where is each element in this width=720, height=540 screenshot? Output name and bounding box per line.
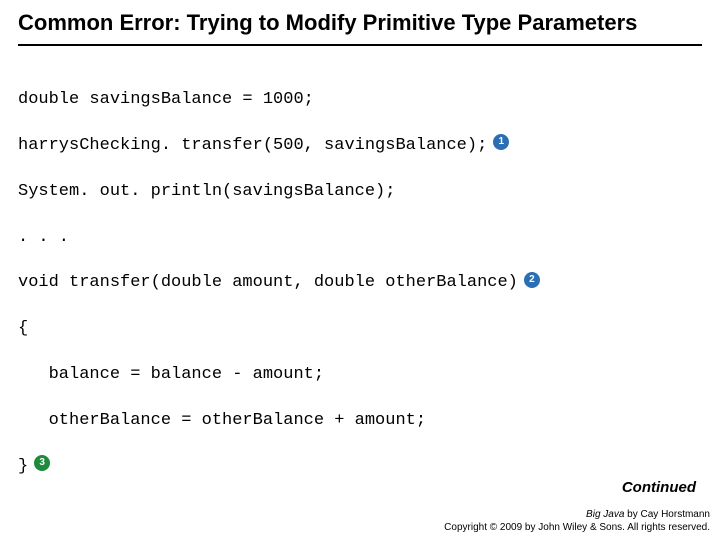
code-text: balance = balance - amount; — [18, 365, 324, 384]
marker-1-icon: 1 — [493, 134, 509, 150]
code-line: balance = balance - amount; — [18, 364, 702, 387]
code-line: double savingsBalance = 1000; — [18, 89, 702, 112]
footer-line-1: Big Java by Cay Horstmann — [444, 508, 710, 521]
footer: Big Java by Cay Horstmann Copyright © 20… — [444, 508, 710, 534]
code-line: }3 — [18, 456, 702, 479]
slide: Common Error: Trying to Modify Primitive… — [0, 0, 720, 540]
code-line: void transfer(double amount, double othe… — [18, 272, 702, 295]
title-underline — [18, 44, 702, 46]
marker-2-icon: 2 — [524, 272, 540, 288]
code-line: System. out. println(savingsBalance); — [18, 181, 702, 204]
code-block: double savingsBalance = 1000; harrysChec… — [0, 66, 720, 525]
code-text: void transfer(double amount, double othe… — [18, 273, 518, 292]
code-text: System. out. println(savingsBalance); — [18, 182, 395, 201]
marker-3-icon: 3 — [34, 455, 50, 471]
author-text: by Cay Horstmann — [624, 509, 710, 520]
code-text: harrysChecking. transfer(500, savingsBal… — [18, 136, 487, 155]
page-title: Common Error: Trying to Modify Primitive… — [0, 0, 720, 44]
footer-copyright: Copyright © 2009 by John Wiley & Sons. A… — [444, 521, 710, 534]
code-text: { — [18, 319, 28, 338]
code-line: harrysChecking. transfer(500, savingsBal… — [18, 135, 702, 158]
continued-label: Continued — [622, 479, 696, 496]
code-line: . . . — [18, 227, 702, 250]
code-text: double savingsBalance = 1000; — [18, 90, 314, 109]
book-title: Big Java — [586, 509, 624, 520]
code-line: { — [18, 318, 702, 341]
code-text: otherBalance = otherBalance + amount; — [18, 411, 426, 430]
code-line: otherBalance = otherBalance + amount; — [18, 410, 702, 433]
code-text: } — [18, 457, 28, 476]
code-text: . . . — [18, 228, 69, 247]
